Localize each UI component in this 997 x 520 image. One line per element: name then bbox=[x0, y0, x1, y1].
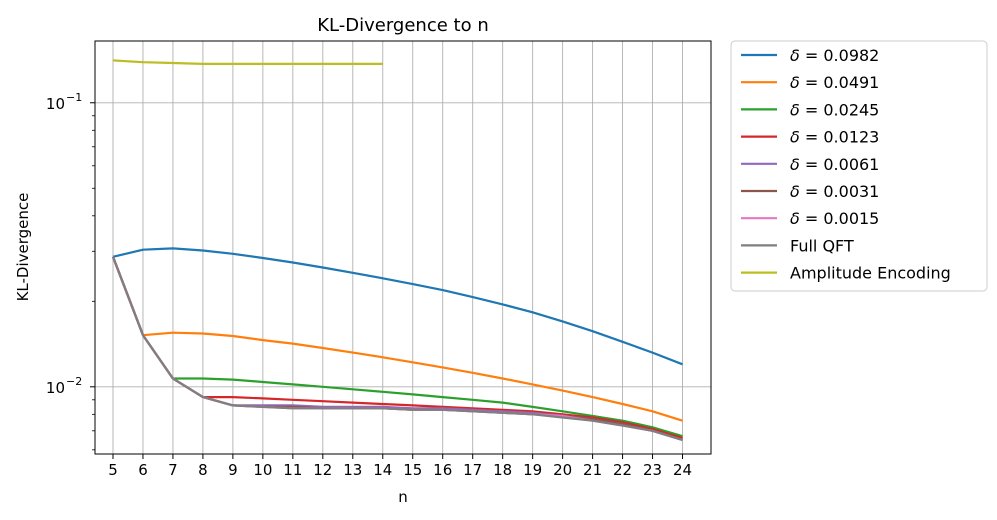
series-line-0-0061 bbox=[111, 256, 683, 441]
series-line-amplitude-encoding bbox=[112, 59, 383, 66]
x-tick-label: 17 bbox=[463, 461, 482, 479]
series-line-full-qft bbox=[111, 256, 683, 441]
x-tick-label: 10 bbox=[253, 461, 272, 479]
x-tick-label: 18 bbox=[493, 461, 512, 479]
x-tick-label: 24 bbox=[673, 461, 692, 479]
x-axis-label: n bbox=[398, 488, 408, 506]
legend-frame bbox=[730, 40, 988, 292]
legend-entry: δ = 0.0031 bbox=[790, 182, 879, 201]
legend-entry: δ = 0.0982 bbox=[790, 46, 879, 65]
x-axis: 5 6 7 8 9 10 11 12 13 14 15 16 17 18 19 20 21 22 23 24 bbox=[108, 454, 692, 479]
y-tick-exponent: −2 bbox=[66, 375, 82, 388]
grid bbox=[95, 41, 711, 454]
legend-entry: δ = 0.0015 bbox=[790, 209, 879, 228]
series-line-0-0015 bbox=[111, 256, 683, 441]
y-tick-label: 10 bbox=[46, 379, 65, 397]
x-tick-label: 15 bbox=[403, 461, 422, 479]
series-line-0-0245 bbox=[111, 256, 683, 438]
series-line-0-0123 bbox=[111, 256, 683, 440]
x-tick-label: 22 bbox=[613, 461, 632, 479]
legend-entry: δ = 0.0245 bbox=[790, 100, 879, 119]
x-tick-label: 12 bbox=[313, 461, 332, 479]
chart-title: KL-Divergence to n bbox=[317, 15, 488, 36]
x-tick-label: 21 bbox=[583, 461, 602, 479]
x-tick-label: 13 bbox=[343, 461, 362, 479]
x-tick-label: 14 bbox=[373, 461, 392, 479]
x-tick-label: 20 bbox=[553, 461, 572, 479]
y-axis: 10−210−1 bbox=[46, 91, 95, 451]
x-tick-label: 19 bbox=[523, 461, 542, 479]
x-tick-label: 16 bbox=[433, 461, 452, 479]
legend-entry: Amplitude Encoding bbox=[790, 264, 951, 283]
x-tick-label: 9 bbox=[228, 461, 238, 479]
plot-area-frame bbox=[94, 40, 712, 455]
legend-entry: δ = 0.0123 bbox=[790, 128, 879, 147]
series-line-0-0031 bbox=[111, 256, 683, 441]
series-line-0-0491 bbox=[111, 256, 683, 422]
series-line-0-0982 bbox=[112, 247, 683, 366]
legend-entry: Full QFT bbox=[790, 236, 854, 255]
y-axis-label: KL-Divergence bbox=[14, 193, 32, 302]
x-tick-label: 11 bbox=[283, 461, 302, 479]
legend-entry: δ = 0.0491 bbox=[790, 73, 879, 92]
y-tick-label: 10 bbox=[46, 95, 65, 113]
x-tick-label: 7 bbox=[168, 461, 178, 479]
legend: δ = 0.0982 δ = 0.0491 δ = 0.0245 δ = 0.0123… bbox=[730, 40, 988, 292]
legend-entry: δ = 0.0061 bbox=[790, 155, 879, 174]
series-lines bbox=[111, 59, 683, 441]
x-tick-label: 23 bbox=[643, 461, 662, 479]
y-tick-exponent: −1 bbox=[66, 91, 82, 104]
x-tick-label: 6 bbox=[138, 461, 148, 479]
x-tick-label: 5 bbox=[108, 461, 118, 479]
x-tick-label: 8 bbox=[198, 461, 208, 479]
